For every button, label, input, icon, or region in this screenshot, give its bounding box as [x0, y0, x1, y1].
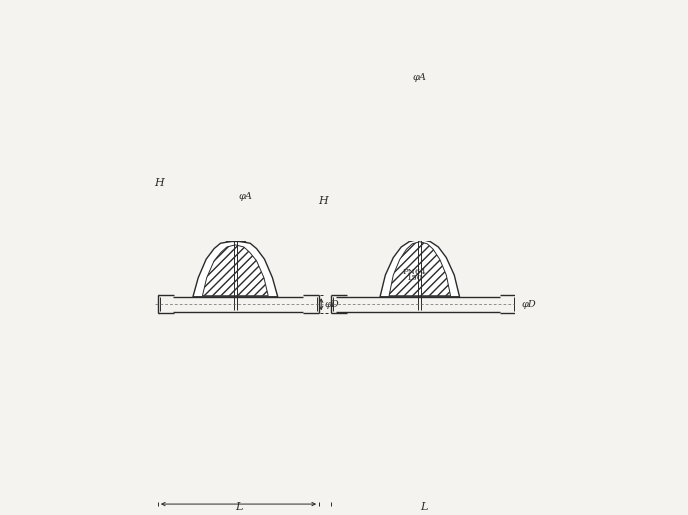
Circle shape [233, 51, 238, 56]
Bar [374, 97, 381, 150]
Bar [407, 203, 432, 215]
Bar [402, 153, 438, 201]
Text: H: H [154, 178, 164, 188]
Bar [210, 110, 215, 152]
Text: φD: φD [324, 300, 339, 308]
Bar [208, 73, 263, 80]
Bar [374, 122, 466, 126]
Circle shape [441, 153, 445, 158]
Bar [410, 215, 430, 239]
Bar [399, 150, 440, 203]
Text: L: L [420, 502, 427, 512]
Bar [374, 93, 466, 97]
Bar [210, 110, 261, 152]
Bar [204, 55, 267, 59]
Bar [374, 97, 466, 150]
Bar [210, 80, 261, 110]
Circle shape [440, 167, 455, 182]
Bar [374, 89, 466, 93]
Text: L: L [235, 502, 242, 512]
Bar [402, 183, 409, 192]
Bar [232, 55, 239, 68]
Circle shape [270, 153, 275, 158]
Circle shape [196, 153, 200, 158]
Polygon shape [411, 183, 428, 192]
Circle shape [460, 98, 465, 104]
Polygon shape [226, 177, 245, 185]
Bar [198, 152, 204, 205]
Bar [267, 152, 272, 205]
Circle shape [375, 98, 380, 104]
Text: 150: 150 [407, 274, 422, 282]
Bar [195, 152, 275, 159]
Bar [195, 199, 275, 205]
Bar [215, 97, 255, 100]
Bar [208, 77, 263, 80]
Bar [255, 110, 261, 152]
Bar [255, 80, 261, 110]
Bar [411, 215, 428, 239]
Circle shape [444, 171, 450, 177]
Bar [226, 217, 245, 241]
Circle shape [375, 145, 380, 150]
Bar [204, 55, 267, 59]
Polygon shape [380, 239, 460, 297]
Circle shape [460, 145, 465, 150]
Circle shape [270, 200, 275, 204]
Bar [204, 68, 267, 73]
Circle shape [441, 196, 445, 200]
Bar [200, 177, 208, 185]
Circle shape [420, 147, 475, 202]
Bar [458, 97, 466, 150]
Circle shape [196, 200, 200, 204]
Text: PN64: PN64 [402, 268, 427, 277]
Text: H: H [318, 196, 327, 207]
Polygon shape [389, 242, 451, 296]
Text: φD: φD [522, 300, 537, 308]
Bar [227, 217, 244, 241]
Circle shape [394, 196, 398, 200]
Circle shape [394, 153, 398, 158]
Bar [226, 205, 245, 217]
Bar [410, 203, 430, 215]
Bar [210, 80, 215, 110]
Polygon shape [193, 241, 278, 297]
Bar [210, 129, 261, 133]
Text: φA: φA [239, 193, 253, 201]
Polygon shape [202, 245, 268, 296]
Bar [224, 205, 247, 217]
Text: φA: φA [413, 73, 427, 82]
Bar [204, 68, 267, 73]
